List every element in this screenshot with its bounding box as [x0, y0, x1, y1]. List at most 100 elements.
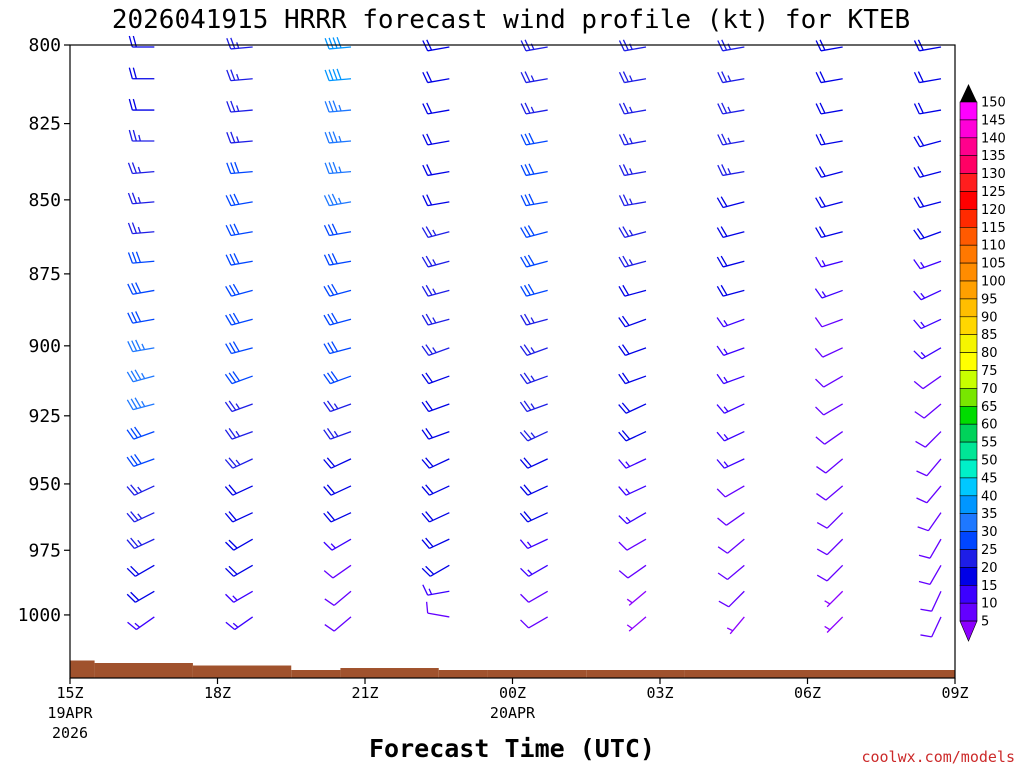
barb-half-feather — [530, 106, 535, 113]
barb-feather — [618, 134, 625, 146]
barb-feather — [225, 314, 232, 326]
wind-barb — [226, 37, 253, 50]
barb-feather — [421, 459, 430, 469]
surface-block — [70, 660, 95, 678]
colorbar-label: 65 — [981, 400, 998, 415]
wind-barb — [323, 312, 352, 326]
wind-barbs — [126, 35, 942, 638]
barb-feather — [324, 132, 330, 144]
barb-feather — [524, 71, 531, 83]
barb-feather — [519, 401, 528, 412]
barb-shaft — [724, 403, 745, 414]
wind-barb — [716, 284, 745, 297]
barb-half-feather — [232, 595, 238, 601]
barb-feather — [234, 161, 240, 174]
barb-half-feather — [232, 622, 239, 628]
barb-half-feather — [625, 488, 631, 494]
barb-shaft — [821, 318, 843, 328]
barb-feather — [130, 370, 138, 382]
barb-shaft — [429, 458, 450, 469]
y-tick-label: 1000 — [18, 605, 61, 626]
chart-title: 2026041915 HRRR forecast wind profile (k… — [112, 5, 910, 35]
wind-barb — [913, 318, 942, 330]
colorbar-swatch — [959, 584, 978, 604]
barb-feather — [426, 164, 433, 176]
barb-feather — [716, 197, 724, 208]
barb-feather — [621, 372, 630, 383]
barb-shaft — [923, 403, 942, 419]
barb-feather — [127, 283, 134, 295]
wind-barb — [422, 164, 450, 177]
wind-barb — [225, 253, 253, 266]
wind-barb — [913, 347, 942, 360]
barb-feather — [130, 511, 139, 521]
barb-feather — [519, 431, 529, 442]
barb-half-feather — [530, 432, 536, 438]
barb-half-feather — [527, 569, 533, 575]
wind-barb — [920, 616, 942, 638]
barb-shaft — [428, 403, 450, 413]
barb-feather — [331, 223, 338, 235]
barb-feather — [425, 601, 429, 614]
barb-feather — [228, 342, 236, 353]
surface-block — [340, 668, 439, 678]
barb-half-feather — [432, 229, 437, 236]
barb-feather — [421, 567, 431, 577]
barb-feather — [323, 343, 331, 354]
barb-feather — [336, 68, 342, 80]
barb-feather — [324, 101, 330, 113]
wind-barb — [323, 400, 352, 413]
barb-feather — [126, 593, 136, 603]
wind-barb — [126, 453, 155, 468]
wind-barb — [226, 161, 253, 175]
wind-barb — [422, 194, 450, 207]
barb-feather — [130, 455, 138, 466]
barb-shaft — [232, 512, 253, 523]
barb-feather — [327, 284, 335, 296]
barb-feather — [232, 283, 240, 295]
barb-feather — [913, 40, 920, 52]
wind-barb — [520, 590, 548, 603]
barb-feather — [328, 100, 334, 112]
barb-shaft — [826, 538, 844, 556]
barb-feather — [126, 486, 135, 496]
barb-feather — [913, 229, 921, 240]
barb-feather — [422, 195, 429, 206]
barb-feather — [131, 222, 138, 234]
y-tick-label: 925 — [28, 406, 61, 427]
wind-barb — [127, 222, 155, 235]
barb-feather — [618, 345, 626, 356]
barb-shaft — [825, 485, 844, 501]
colorbar-label: 130 — [981, 167, 1006, 182]
barb-feather — [229, 253, 236, 265]
barb-feather — [918, 554, 931, 559]
barb-feather — [425, 372, 433, 383]
barb-feather — [422, 71, 429, 83]
barb-feather — [815, 197, 822, 208]
wind-barb — [128, 129, 155, 142]
wind-barb — [716, 430, 745, 442]
barb-shaft — [331, 538, 352, 551]
wind-barb — [916, 458, 942, 477]
barb-feather — [718, 600, 730, 608]
wind-barb — [422, 133, 450, 146]
colorbar-label: 5 — [981, 615, 989, 630]
barb-feather — [622, 255, 630, 267]
barb-shaft — [330, 430, 352, 440]
wind-barb — [421, 400, 450, 413]
wind-barb — [126, 397, 155, 411]
barb-feather — [421, 429, 430, 440]
barb-feather — [720, 255, 728, 267]
barb-feather — [819, 71, 826, 83]
wind-barb — [226, 131, 253, 144]
barb-feather — [527, 225, 535, 236]
barb-feather — [520, 285, 527, 297]
colorbar-label: 15 — [981, 579, 998, 594]
barb-half-feather — [727, 137, 732, 144]
barb-feather — [327, 313, 335, 325]
barb-feather — [523, 430, 532, 440]
barb-feather — [233, 193, 240, 205]
barb-feather — [323, 285, 331, 297]
barb-shaft — [234, 616, 254, 631]
wind-barb — [224, 484, 253, 496]
